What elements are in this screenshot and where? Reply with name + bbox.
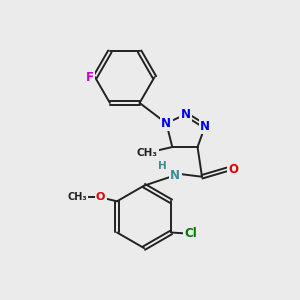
- Text: N: N: [181, 108, 191, 121]
- Text: O: O: [228, 163, 238, 176]
- Text: F: F: [86, 71, 94, 84]
- Text: N: N: [200, 120, 210, 133]
- Text: CH₃: CH₃: [136, 148, 158, 158]
- Text: H: H: [158, 161, 166, 171]
- Text: N: N: [161, 117, 171, 130]
- Text: N: N: [170, 169, 180, 182]
- Text: O: O: [96, 192, 105, 202]
- Text: Cl: Cl: [184, 227, 197, 241]
- Text: CH₃: CH₃: [67, 192, 87, 202]
